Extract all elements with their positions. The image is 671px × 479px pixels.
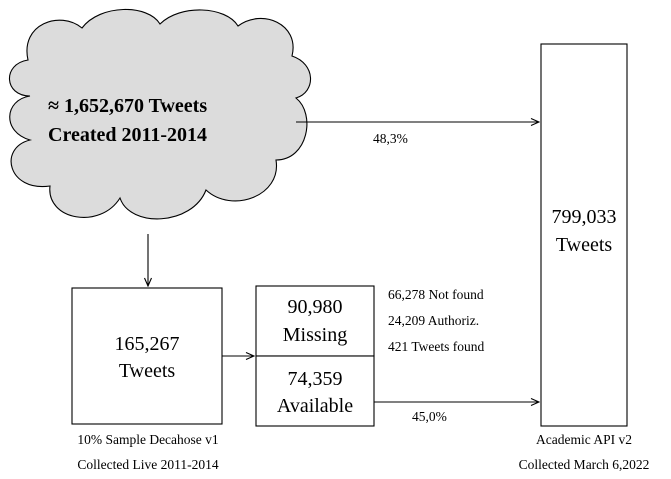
available-label: Available <box>277 395 353 417</box>
api-count: 799,033 <box>552 206 617 228</box>
breakdown-tweets-found: 421 Tweets found <box>388 339 485 354</box>
api-caption-line1: Academic API v2 <box>536 432 632 447</box>
cloud-total-text: ≈ 1,652,670 Tweets <box>48 95 207 117</box>
population-cloud: ≈ 1,652,670 Tweets Created 2011-2014 <box>8 8 312 220</box>
missing-count: 90,980 <box>288 296 343 318</box>
missing-label: Missing <box>283 324 347 346</box>
decahose-caption-line2: Collected Live 2011-2014 <box>77 457 218 472</box>
api-caption-line2: Collected March 6,2022 <box>519 457 650 472</box>
available-rect <box>255 355 375 427</box>
api-rect <box>540 43 628 427</box>
decahose-caption-line1: 10% Sample Decahose v1 <box>77 432 218 447</box>
cloud-shape <box>8 8 312 220</box>
cloud-created-text: Created 2011-2014 <box>48 124 207 146</box>
missing-breakdown: 66,278 Not found 24,209 Authoriz. 421 Tw… <box>388 287 485 354</box>
missing-box: 90,980 Missing <box>255 285 375 357</box>
decahose-rect <box>71 287 223 425</box>
available-box: 74,359 Available <box>255 355 375 427</box>
available-to-api-percent: 45,0% <box>412 409 447 424</box>
breakdown-not-found: 66,278 Not found <box>388 287 484 302</box>
decahose-count: 165,267 <box>115 333 180 355</box>
breakdown-authoriz: 24,209 Authoriz. <box>388 313 479 328</box>
api-unit: Tweets <box>556 234 613 256</box>
missing-rect <box>255 285 375 357</box>
decahose-unit: Tweets <box>119 360 176 382</box>
api-box: 799,033 Tweets <box>540 43 628 427</box>
cloud-to-api-percent: 48,3% <box>373 131 408 146</box>
available-count: 74,359 <box>288 368 343 390</box>
decahose-box: 165,267 Tweets <box>71 287 223 425</box>
